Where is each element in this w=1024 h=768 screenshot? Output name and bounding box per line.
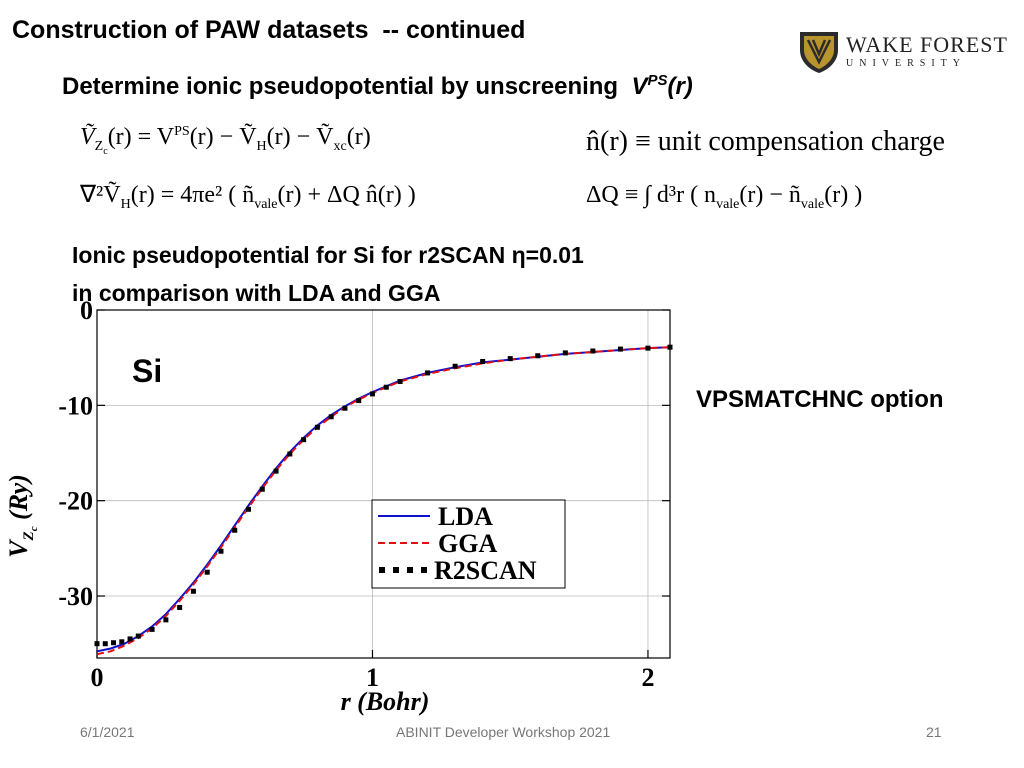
subtitle-text: Determine ionic pseudopotential by unscr…	[62, 73, 632, 100]
subtitle-vps: VPS(r)	[631, 72, 693, 100]
r2scan-point	[246, 506, 252, 512]
side-note: VPSMATCHNC option	[696, 386, 944, 413]
legend-swatch-r2scan	[379, 567, 427, 573]
legend-dot	[421, 567, 427, 573]
r2scan-point	[259, 486, 265, 492]
r2scan-point	[119, 639, 125, 645]
lda-line	[96, 346, 671, 653]
r2scan-point	[480, 358, 486, 364]
section-line-2: in comparison with LDA and GGA	[72, 280, 441, 306]
wake-forest-logo: WAKE FOREST UNIVERSITY	[796, 28, 1007, 76]
footer-workshop: ABINIT Developer Workshop 2021	[396, 724, 611, 740]
chart-grid	[96, 309, 670, 658]
legend-label-r2scan: R2SCAN	[434, 556, 537, 585]
r2scan-point	[383, 384, 389, 390]
r2scan-point	[163, 617, 169, 623]
r2scan-point	[397, 379, 403, 385]
y-axis-label: VZc (Ry)	[4, 474, 40, 558]
y-tick-label: -30	[58, 582, 93, 611]
y-tick-label: -10	[58, 391, 93, 420]
equation-poisson: ∇²ṼH(r) = 4πe² ( ñvale(r) + ΔQ n̂(r) )	[80, 182, 416, 212]
r2scan-point	[149, 626, 155, 632]
r2scan-point	[452, 363, 458, 369]
legend-dot	[393, 567, 399, 573]
x-tick-label: 2	[641, 663, 654, 692]
r2scan-point	[356, 398, 362, 404]
r2scan-point	[507, 356, 513, 362]
r2scan-point	[218, 548, 224, 554]
series-lines	[94, 344, 673, 656]
legend-dot	[407, 567, 413, 573]
r2scan-point	[425, 370, 431, 376]
x-axis-label: r (Bohr)	[341, 687, 430, 716]
pseudopotential-chart: 0 1 2 0 -10 -20 -30 Si r (Bohr) VZc (Ry) LDA G…	[4, 298, 673, 716]
r2scan-point	[562, 350, 568, 356]
r2scan-point	[301, 437, 307, 443]
r2scan-point	[204, 569, 210, 575]
logo-university: UNIVERSITY	[846, 58, 966, 69]
r2scan-point	[287, 451, 293, 457]
chart-legend: LDA GGA R2SCAN	[371, 499, 566, 589]
legend-label-lda: LDA	[438, 502, 493, 531]
gga-line	[96, 346, 671, 656]
r2scan-point	[314, 424, 320, 430]
section-line-1: Ionic pseudopotential for Si for r2SCAN …	[72, 242, 584, 268]
r2scan-point	[94, 641, 100, 647]
r2scan-point	[667, 344, 673, 350]
r2scan-point	[369, 391, 375, 397]
r2scan-point	[328, 414, 334, 420]
r2scan-point	[177, 604, 183, 610]
x-tick-label: 0	[91, 663, 104, 692]
chart-annotation: Si	[132, 353, 162, 389]
equation-vzc: ṼZc(r) = VPS(r) − ṼH(r) − Ṽxc(r)	[80, 124, 371, 157]
r2scan-point	[127, 636, 133, 642]
r2scan-point	[645, 345, 651, 351]
slide-title: Construction of PAW datasets -- continue…	[12, 16, 526, 44]
r2scan-point	[273, 468, 279, 474]
r2scan-point	[232, 527, 238, 533]
x-tick-label: 1	[366, 663, 379, 692]
slide-subtitle: Determine ionic pseudopotential by unscr…	[62, 72, 693, 101]
equation-delta-q: ΔQ ≡ ∫ d³r ( nvale(r) − ñvale(r) )	[586, 182, 863, 212]
logo-name: WAKE FOREST	[846, 32, 1008, 57]
y-tick-label: -20	[58, 487, 93, 516]
legend-dot	[379, 567, 385, 573]
r2scan-point	[590, 348, 596, 354]
section-heading: Ionic pseudopotential for Si for r2SCAN …	[72, 236, 584, 312]
r2scan-point	[135, 633, 141, 639]
r2scan-point	[617, 346, 623, 352]
r2scan-point	[190, 588, 196, 594]
r2scan-point	[535, 353, 541, 359]
footer-page-number: 21	[926, 724, 942, 740]
r2scan-point	[111, 640, 117, 646]
r2scan-point	[342, 405, 348, 411]
plot-frame	[96, 309, 671, 659]
axis-ticks: 0 1 2 0 -10 -20 -30	[58, 298, 670, 692]
legend-label-gga: GGA	[438, 529, 497, 558]
r2scan-point	[102, 641, 108, 647]
shield-icon	[800, 32, 838, 73]
y-tick-label: 0	[80, 298, 93, 325]
footer-date: 6/1/2021	[80, 724, 135, 740]
svg-text:VZc (Ry): VZc (Ry)	[4, 474, 40, 558]
equation-compensation: n̂(r) ≡ unit compensation charge	[586, 126, 945, 157]
